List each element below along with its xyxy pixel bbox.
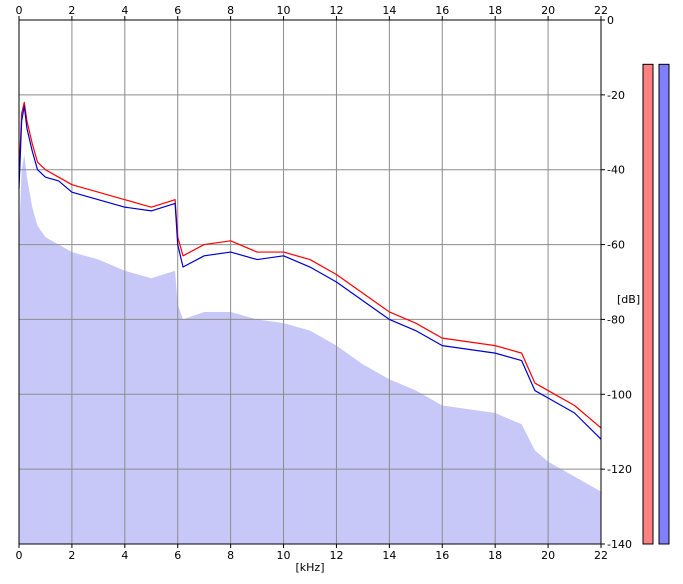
y-tick-label: -140 [607, 538, 632, 551]
x-tick-label-bottom: 14 [382, 549, 396, 562]
y-axis-label: [dB] [617, 293, 640, 306]
x-tick-label-bottom: 6 [174, 549, 181, 562]
x-tick-label-top: 18 [488, 4, 502, 17]
x-tick-label-top: 6 [174, 4, 181, 17]
x-tick-label-top: 4 [121, 4, 128, 17]
x-tick-label-top: 14 [382, 4, 396, 17]
x-axis-label: [kHz] [296, 561, 325, 574]
plot-frame [18, 19, 602, 545]
x-tick-label-top: 0 [16, 4, 23, 17]
x-tick-label-bottom: 8 [227, 549, 234, 562]
x-tick-label-top: 22 [594, 4, 608, 17]
y-tick-label: -80 [607, 313, 625, 326]
x-tick-label-top: 20 [541, 4, 555, 17]
y-tick-label: 0 [607, 14, 614, 27]
level-meter-blue [658, 63, 670, 545]
x-tick-label-bottom: 0 [16, 549, 23, 562]
spectrum-line-red [18, 101, 602, 429]
y-tick-label: -60 [607, 239, 625, 252]
x-tick-label-top: 16 [435, 4, 449, 17]
x-tick-label-bottom: 20 [541, 549, 555, 562]
x-tick-label-top: 10 [277, 4, 291, 17]
x-tick-label-top: 12 [329, 4, 343, 17]
x-tick-label-bottom: 16 [435, 549, 449, 562]
y-tick-label: -100 [607, 388, 632, 401]
x-tick-label-bottom: 2 [68, 549, 75, 562]
x-tick-label-top: 2 [68, 4, 75, 17]
x-tick-label-bottom: 18 [488, 549, 502, 562]
level-meter-red [642, 63, 654, 545]
spectrum-line-blue [18, 105, 602, 440]
spectrum-area-fill [19, 154, 601, 544]
y-tick-label: -40 [607, 164, 625, 177]
x-tick-label-bottom: 4 [121, 549, 128, 562]
x-tick-label-bottom: 22 [594, 549, 608, 562]
y-tick-label: -120 [607, 463, 632, 476]
x-tick-label-bottom: 12 [329, 549, 343, 562]
x-tick-label-top: 8 [227, 4, 234, 17]
x-tick-label-bottom: 10 [277, 549, 291, 562]
y-tick-label: -20 [607, 89, 625, 102]
